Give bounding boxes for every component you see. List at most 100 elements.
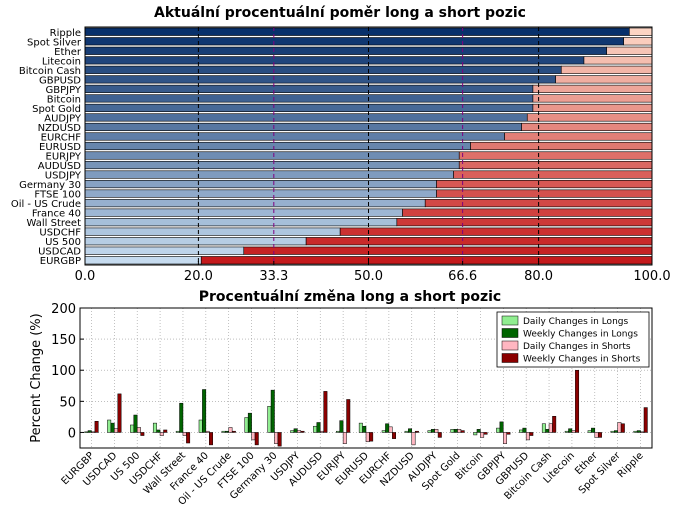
y-tick-label-50: 50	[59, 395, 76, 410]
short-bar-spot-silver	[623, 37, 653, 46]
bar-weekly-changes-in-shorts-audusd	[323, 391, 328, 433]
x-tick-label-50-0: 50.0	[354, 269, 383, 284]
long-bar-gbpusd	[84, 75, 556, 84]
x-tick-label-33-3: 33.3	[259, 269, 288, 284]
bar-daily-changes-in-shorts-ether	[594, 432, 599, 438]
long-bar-eurchf	[84, 132, 505, 141]
long-bar-eurusd	[84, 141, 471, 151]
bar-daily-changes-in-longs-germany-30	[267, 406, 272, 433]
bar-weekly-changes-in-longs-eurchf	[385, 423, 390, 433]
bar-daily-changes-in-shorts-eurusd	[365, 432, 370, 443]
bar-weekly-changes-in-longs-usdjpy	[293, 428, 298, 433]
bar-daily-changes-in-shorts-gbpjpy	[503, 432, 507, 444]
legend-label-weekly-changes-in-longs: Weekly Changes in Longs	[523, 330, 638, 340]
bar-weekly-changes-in-shorts-bitcoin-cash	[552, 416, 557, 433]
top-chart-title: Aktuální procentuální poměr long a short…	[154, 5, 526, 21]
bar-daily-changes-in-shorts-bitcoin	[480, 432, 485, 438]
long-bar-wall-street	[84, 218, 398, 227]
bar-weekly-changes-in-shorts-eurchf	[392, 432, 396, 439]
category-label-wall-street: Wall Street	[27, 218, 82, 229]
category-label-eurchf: EURCHF	[41, 132, 82, 143]
bar-weekly-changes-in-longs-oil-us-crude	[225, 430, 229, 433]
bar-daily-changes-in-longs-nzdusd	[404, 430, 409, 433]
category-label-usdjpy: USDJPY	[45, 171, 82, 182]
legend-swatch-weekly-changes-in-shorts	[501, 353, 519, 363]
bar-daily-changes-in-shorts-germany-30	[274, 432, 279, 444]
long-bar-litecoin	[84, 56, 585, 65]
category-label-usdchf: USDCHF	[39, 228, 81, 239]
short-bar-usdcad	[243, 246, 653, 255]
long-bar-ether	[84, 46, 607, 55]
bar-weekly-changes-in-longs-wall-street	[179, 402, 184, 433]
bar-daily-changes-in-shorts-spot-silver	[617, 422, 622, 433]
bar-weekly-changes-in-shorts-audjpy	[437, 432, 442, 438]
bar-weekly-changes-in-shorts-eurusd	[369, 432, 374, 442]
bar-weekly-changes-in-shorts-nzdusd	[414, 430, 419, 433]
y-tick-label-0: 0	[68, 426, 76, 441]
bar-weekly-changes-in-shorts-usdchf	[163, 429, 168, 433]
bottom-plot-frame	[79, 307, 653, 449]
category-label-gbpusd: GBPUSD	[39, 75, 81, 86]
bar-daily-changes-in-shorts-audjpy	[434, 429, 439, 433]
bar-daily-changes-in-longs-usdcad	[107, 419, 112, 433]
y-tick-label-200: 200	[51, 302, 76, 317]
short-bar-nzdusd	[521, 122, 653, 132]
bar-daily-changes-in-shorts-eurchf	[388, 426, 393, 433]
category-label-spot-gold: Spot Gold	[32, 104, 81, 115]
bar-daily-changes-in-shorts-france-40	[205, 430, 210, 433]
bar-weekly-changes-in-shorts-eurjpy	[346, 399, 351, 433]
long-bar-bitcoin	[84, 94, 534, 103]
bar-weekly-changes-in-longs-ripple	[636, 430, 641, 433]
bottom-chart-title: Procentuální změna long a short pozic	[199, 289, 501, 305]
bar-weekly-changes-in-longs-eurgbp	[87, 430, 92, 433]
short-bar-usdchf	[339, 227, 653, 236]
category-label-litecoin: Litecoin	[42, 56, 81, 67]
x-category-label-ripple: Ripple	[616, 450, 646, 480]
bar-daily-changes-in-shorts-litecoin	[571, 430, 576, 433]
legend-swatch-daily-changes-in-longs	[501, 315, 519, 326]
short-bar-us-500	[305, 237, 653, 246]
category-label-nzdusd: NZDUSD	[38, 123, 82, 134]
bar-daily-changes-in-shorts-eurgbp	[91, 431, 96, 433]
short-bar-gbpusd	[555, 75, 653, 84]
bar-daily-changes-in-longs-usdjpy	[290, 430, 295, 433]
bar-weekly-changes-in-longs-gbpusd	[522, 427, 527, 433]
short-bar-france-40	[402, 208, 653, 217]
y-tick-label-100: 100	[51, 364, 76, 379]
bar-weekly-changes-in-shorts-gbpusd	[529, 432, 534, 436]
bar-weekly-changes-in-longs-spot-silver	[613, 430, 618, 433]
bar-daily-changes-in-longs-gbpjpy	[496, 427, 501, 433]
short-bar-bitcoin	[532, 94, 653, 103]
bar-daily-changes-in-longs-usdchf	[152, 422, 157, 433]
legend-box	[496, 311, 650, 368]
x-tick-label-0-0: 0.0	[75, 269, 96, 284]
bar-daily-changes-in-longs-spot-silver	[610, 430, 615, 433]
long-bar-spot-silver	[84, 37, 624, 46]
bar-weekly-changes-in-shorts-us-500	[140, 432, 145, 436]
bar-daily-changes-in-shorts-gbpusd	[525, 432, 530, 441]
category-label-us-500: US 500	[45, 237, 81, 248]
long-bar-usdchf	[84, 227, 341, 236]
category-label-eurgbp: EURGBP	[40, 256, 81, 267]
bar-daily-changes-in-longs-wall-street	[175, 430, 180, 433]
bar-weekly-changes-in-shorts-oil-us-crude	[231, 430, 236, 433]
category-label-spot-silver: Spot Silver	[27, 37, 82, 48]
long-bar-eurjpy	[84, 151, 460, 160]
bar-weekly-changes-in-longs-nzdusd	[408, 428, 413, 433]
long-bar-audjpy	[84, 113, 528, 122]
x-tick-label-80-0: 80.0	[524, 269, 553, 284]
bar-weekly-changes-in-shorts-germany-30	[277, 432, 282, 447]
bar-weekly-changes-in-longs-usdchf	[156, 429, 161, 433]
bar-daily-changes-in-shorts-ftse-100	[251, 432, 256, 441]
category-label-ftse-100: FTSE 100	[34, 190, 81, 201]
short-bar-audusd	[458, 160, 653, 170]
legend: Daily Changes in Longs Weekly Changes in …	[496, 311, 650, 368]
bar-weekly-changes-in-shorts-wall-street	[186, 432, 191, 444]
short-bar-usdjpy	[453, 170, 653, 179]
short-bar-bitcoin-cash	[560, 65, 653, 74]
bar-weekly-changes-in-longs-audusd	[316, 422, 321, 433]
short-bar-wall-street	[396, 218, 653, 227]
bar-weekly-changes-in-longs-eurjpy	[339, 420, 344, 433]
legend-label-weekly-changes-in-shorts: Weekly Changes in Shorts	[523, 355, 641, 365]
